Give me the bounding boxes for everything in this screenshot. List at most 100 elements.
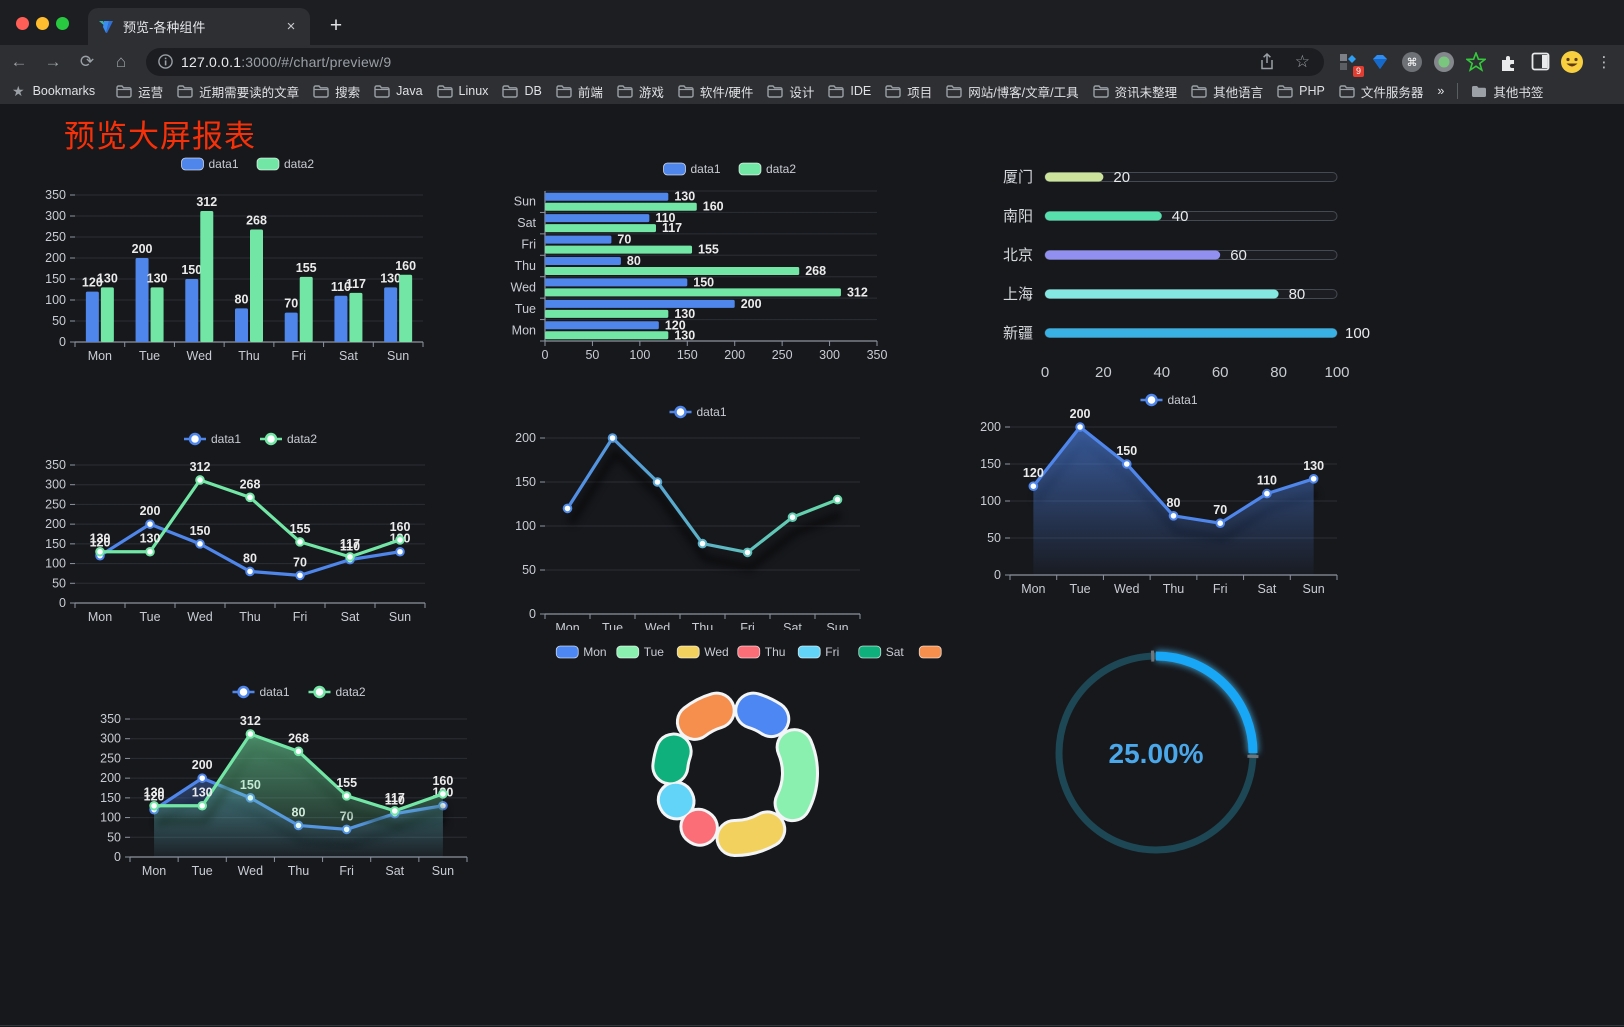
bookmark-folder[interactable]: Java — [374, 84, 423, 98]
svg-text:Thu: Thu — [514, 259, 536, 273]
legend-item-tue[interactable]: Tue — [616, 645, 665, 659]
browser-tab[interactable]: 预览-各种组件 × — [88, 8, 310, 45]
url-text[interactable]: 127.0.0.1:3000/#/chart/preview/9 — [181, 54, 391, 70]
svg-text:150: 150 — [1116, 444, 1137, 458]
vue-devtools-icon[interactable] — [1367, 49, 1393, 75]
side-panel-icon[interactable] — [1527, 49, 1553, 75]
chart-progress-bars: 厦门 20 南阳 40 北京 60 上海 80 新疆 100 0 20 40 60 80 100 — [985, 155, 1380, 390]
bookmark-folder[interactable]: 文件服务器 — [1339, 82, 1423, 101]
svg-text:100: 100 — [100, 811, 121, 825]
tab-close-icon[interactable]: × — [286, 18, 296, 35]
bookmarks-overflow-chevron[interactable]: » — [1437, 84, 1445, 98]
share-icon[interactable] — [1259, 52, 1275, 71]
reload-button[interactable]: ⟳ — [79, 51, 95, 71]
bookmark-folder[interactable]: 游戏 — [617, 82, 664, 101]
legend-item-data2[interactable]: data2 — [308, 685, 366, 699]
svg-text:Fri: Fri — [1213, 582, 1228, 596]
svg-text:Sun: Sun — [389, 610, 411, 624]
new-tab-button[interactable]: + — [329, 14, 343, 37]
bookmark-folder[interactable]: 近期需要读的文章 — [177, 82, 299, 101]
svg-text:data2: data2 — [287, 432, 317, 446]
command-circle-icon[interactable]: ⌘ — [1399, 49, 1425, 75]
browser-menu-icon[interactable]: ⋮ — [1596, 53, 1612, 71]
legend-item-data1[interactable]: data1 — [232, 685, 290, 699]
svg-text:150: 150 — [45, 272, 66, 286]
svg-text:110: 110 — [1257, 474, 1277, 488]
bookmark-folder[interactable]: 网站/博客/文章/工具 — [946, 82, 1079, 101]
svg-text:Sat: Sat — [517, 216, 536, 230]
ext-dev-panel-icon[interactable]: 9 — [1335, 49, 1364, 77]
address-bar[interactable]: 127.0.0.1:3000/#/chart/preview/9 ☆ — [146, 47, 1324, 76]
bookmark-folder[interactable]: 前端 — [556, 82, 603, 101]
record-circle-icon[interactable] — [1431, 49, 1457, 75]
maximize-window-button[interactable] — [56, 17, 69, 30]
extensions-puzzle-icon[interactable] — [1495, 49, 1521, 75]
home-button[interactable]: ⌂ — [115, 51, 127, 71]
legend-item-data2[interactable]: data2 — [256, 157, 314, 171]
legend-item-sun[interactable]: Sun — [918, 645, 945, 659]
bookmark-folder[interactable]: Linux — [436, 84, 488, 98]
svg-text:100: 100 — [515, 519, 536, 533]
bookmark-folder[interactable]: 资讯未整理 — [1092, 82, 1177, 101]
svg-text:155: 155 — [336, 776, 357, 790]
bookmark-folder[interactable]: 软件/硬件 — [678, 82, 753, 101]
svg-text:Fri: Fri — [825, 645, 839, 659]
svg-text:155: 155 — [698, 243, 719, 257]
legend-item-data1[interactable]: data1 — [184, 432, 241, 446]
site-info-icon[interactable] — [158, 54, 173, 69]
svg-text:50: 50 — [522, 563, 536, 577]
svg-text:80: 80 — [627, 254, 641, 268]
legend-item-sat[interactable]: Sat — [858, 645, 905, 659]
bookmarks-label[interactable]: Bookmarks — [32, 84, 96, 98]
bookmark-folder[interactable]: IDE — [828, 84, 871, 98]
svg-text:70: 70 — [617, 233, 631, 247]
bookmark-folder[interactable]: 其他语言 — [1191, 82, 1263, 101]
bookmark-folder[interactable]: 项目 — [885, 82, 932, 101]
minimize-window-button[interactable] — [36, 17, 49, 30]
legend-item-data1[interactable]: data1 — [669, 405, 727, 419]
svg-text:100: 100 — [45, 293, 66, 307]
svg-text:200: 200 — [45, 517, 66, 531]
svg-text:Thu: Thu — [765, 645, 786, 659]
svg-text:Fri: Fri — [293, 610, 308, 624]
ext-badge: 9 — [1352, 65, 1364, 77]
other-bookmarks-folder[interactable]: 其他书签 — [1471, 82, 1543, 101]
legend-item-data2[interactable]: data2 — [738, 162, 796, 176]
forward-button[interactable]: → — [44, 51, 62, 71]
legend-item-data1[interactable]: data1 — [181, 157, 239, 171]
legend-item-thu[interactable]: Thu — [737, 645, 786, 659]
bookmark-star-icon[interactable]: ☆ — [1294, 51, 1310, 71]
legend-item-data1[interactable]: data1 — [1140, 393, 1198, 407]
legend-item-wed[interactable]: Wed — [676, 645, 729, 659]
legend-item-fri[interactable]: Fri — [797, 645, 839, 659]
svg-text:250: 250 — [772, 348, 793, 362]
green-star-icon[interactable] — [1463, 49, 1489, 75]
bookmarks-star-icon[interactable]: ★ — [12, 82, 25, 99]
profile-avatar[interactable] — [1559, 49, 1585, 75]
legend-item-data2[interactable]: data2 — [260, 432, 317, 446]
bookmark-folder[interactable]: 搜索 — [313, 82, 360, 101]
svg-text:Wed: Wed — [187, 610, 213, 624]
svg-text:350: 350 — [100, 712, 121, 726]
svg-text:data1: data1 — [691, 162, 721, 176]
bookmark-folder[interactable]: PHP — [1277, 84, 1325, 98]
close-window-button[interactable] — [16, 17, 29, 30]
bookmark-folder[interactable]: 设计 — [767, 82, 814, 101]
svg-text:250: 250 — [45, 497, 66, 511]
bookmark-folder[interactable]: 运营 — [116, 82, 163, 101]
svg-text:130: 130 — [90, 532, 111, 546]
svg-text:100: 100 — [629, 348, 650, 362]
bookmark-folder[interactable]: DB — [502, 84, 542, 98]
svg-text:Fri: Fri — [291, 349, 306, 363]
back-button[interactable]: ← — [10, 51, 28, 71]
legend-item-data1[interactable]: data1 — [663, 162, 721, 176]
svg-text:Tue: Tue — [192, 864, 213, 878]
tab-title: 预览-各种组件 — [123, 20, 206, 35]
chart-donut: Mon Tue Wed Thu Fri Sat Sun — [535, 630, 945, 892]
svg-text:117: 117 — [346, 277, 366, 291]
legend-item-mon[interactable]: Mon — [555, 645, 607, 659]
svg-text:312: 312 — [196, 195, 217, 209]
svg-text:130: 130 — [97, 271, 118, 285]
svg-text:Thu: Thu — [288, 864, 310, 878]
